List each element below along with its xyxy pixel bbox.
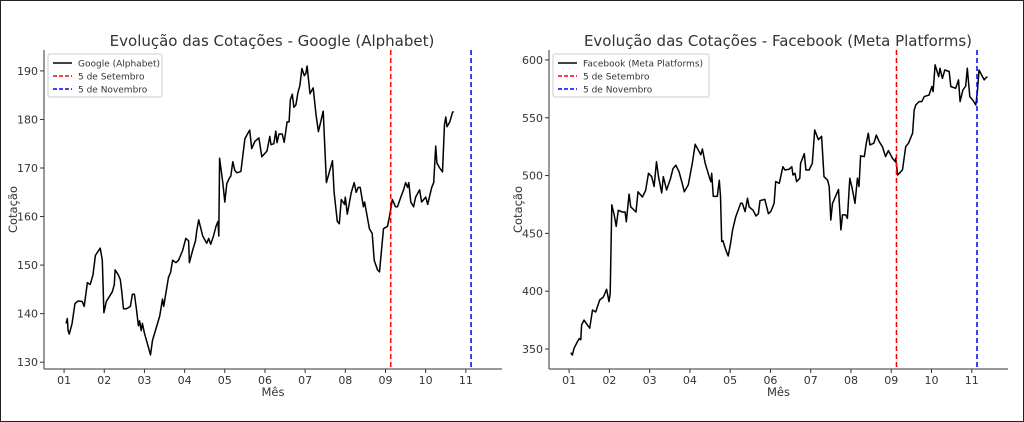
y-tick-label: 500 (522, 170, 543, 183)
legend-box (47, 53, 163, 98)
legend: Facebook (Meta Platforms) 5 de Setembro 5 … (552, 53, 710, 98)
x-tick-label: 03 (137, 374, 151, 387)
y-tick-label: 150 (17, 259, 38, 272)
y-tick-label: 350 (522, 343, 543, 356)
series-line (65, 65, 455, 356)
x-tick-label: 10 (419, 374, 433, 387)
x-tick-label: 04 (178, 374, 192, 387)
chart-0: Evolução das Cotações - Google (Alphabet… (6, 32, 502, 399)
x-tick-label: 05 (723, 374, 737, 387)
legend-label: Facebook (Meta Platforms) (583, 60, 703, 70)
x-tick-label: 07 (298, 374, 312, 387)
x-tick-label: 08 (844, 374, 858, 387)
y-tick-label: 550 (522, 112, 543, 125)
x-tick-label: 10 (925, 374, 939, 387)
y-axis-label: Cotação (6, 186, 20, 233)
y-tick-label: 170 (17, 162, 38, 175)
x-tick-label: 09 (884, 374, 898, 387)
legend-box (552, 53, 710, 98)
x-tick-label: 05 (218, 374, 232, 387)
x-axis-label: Mês (767, 385, 790, 399)
x-axis-label: Mês (262, 385, 285, 399)
x-tick-label: 02 (97, 374, 111, 387)
x-tick-label: 01 (562, 374, 576, 387)
x-tick-label: 02 (602, 374, 616, 387)
chart-title: Evolução das Cotações - Facebook (Meta P… (584, 32, 972, 50)
legend: Google (Alphabet) 5 de Setembro 5 de Novem… (47, 53, 163, 98)
x-tick-label: 04 (683, 374, 697, 387)
legend-label: 5 de Setembro (583, 73, 650, 83)
y-tick-label: 190 (17, 65, 38, 78)
y-axis-label: Cotação (511, 186, 525, 233)
x-tick-label: 11 (459, 374, 473, 387)
y-tick-label: 600 (522, 54, 543, 67)
x-tick-label: 06 (258, 374, 272, 387)
legend-label: Google (Alphabet) (78, 60, 160, 70)
x-tick-label: 08 (338, 374, 352, 387)
chart-title: Evolução das Cotações - Google (Alphabet… (110, 32, 435, 50)
x-tick-label: 07 (804, 374, 818, 387)
legend-label: 5 de Setembro (78, 73, 145, 83)
y-tick-label: 400 (522, 285, 543, 298)
chart-1: Evolução das Cotações - Facebook (Meta P… (511, 32, 1008, 399)
x-tick-label: 01 (57, 374, 71, 387)
legend-label: 5 de Novembro (78, 86, 148, 96)
y-tick-label: 130 (17, 356, 38, 369)
y-tick-label: 180 (17, 113, 38, 126)
y-tick-label: 450 (522, 227, 543, 240)
legend-label: 5 de Novembro (583, 86, 653, 96)
x-tick-label: 11 (965, 374, 979, 387)
y-tick-label: 160 (17, 211, 38, 224)
x-tick-label: 06 (763, 374, 777, 387)
series-line (570, 64, 988, 356)
x-tick-label: 09 (378, 374, 392, 387)
x-tick-label: 03 (643, 374, 657, 387)
y-tick-label: 140 (17, 308, 38, 321)
